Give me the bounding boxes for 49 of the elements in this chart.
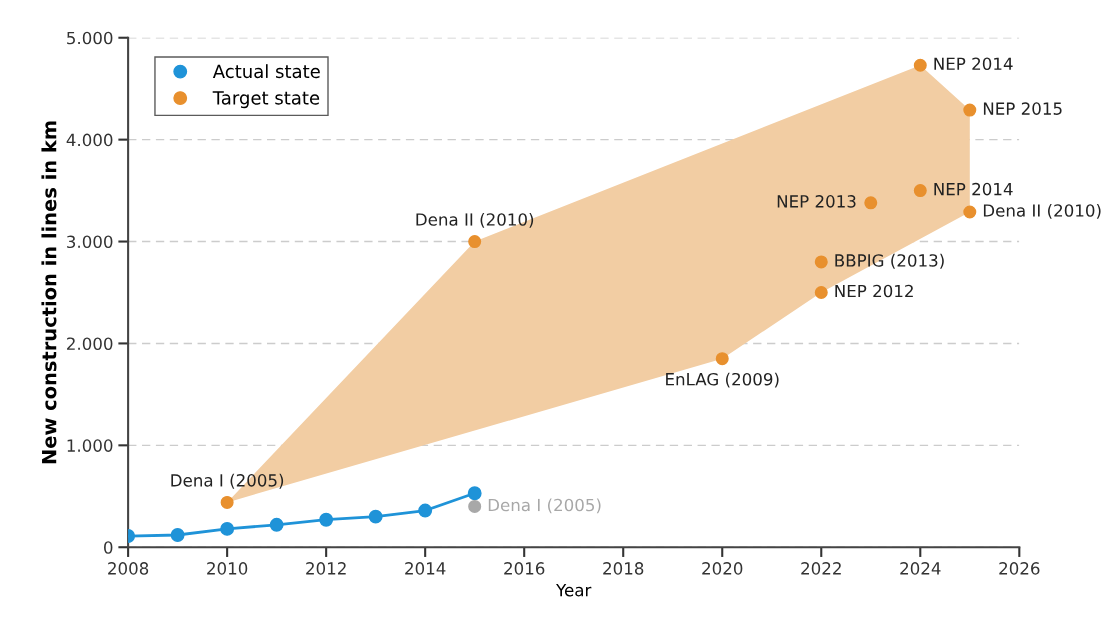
point xyxy=(913,58,927,72)
point xyxy=(467,486,482,501)
legend-label: Actual state xyxy=(212,64,320,79)
annotation: NEP 2012 xyxy=(835,284,913,298)
x-tick-label: 2018 xyxy=(603,562,644,575)
point xyxy=(963,103,977,117)
point xyxy=(468,235,482,249)
legend-label: Target state xyxy=(212,91,320,109)
point xyxy=(418,503,433,518)
point xyxy=(814,285,828,299)
point xyxy=(864,196,878,210)
point xyxy=(269,517,284,532)
point xyxy=(715,352,729,366)
point xyxy=(220,521,235,536)
x-tick-label: 2008 xyxy=(108,562,149,575)
annotation: Dena I (2005) xyxy=(488,498,601,514)
y-tick-label: 1.000 xyxy=(67,439,113,452)
annotation: NEP 2015 xyxy=(983,102,1062,115)
x-tick-label: 2012 xyxy=(306,562,346,575)
x-tick-label: 2024 xyxy=(900,562,941,575)
x-tick-label: 2022 xyxy=(801,562,841,575)
y-axis-title: New construction in lines in km xyxy=(41,121,57,464)
y-tick-label: 5.000 xyxy=(67,31,113,45)
y-tick-label: 0 xyxy=(104,541,113,554)
annotation: NEP 2014 xyxy=(934,57,1013,71)
point xyxy=(170,528,185,542)
x-tick-label: 2020 xyxy=(702,562,743,575)
point xyxy=(468,499,482,513)
y-tick-label: 4.000 xyxy=(66,133,113,147)
annotation: Dena II (2010) xyxy=(983,203,1101,219)
point xyxy=(368,509,383,524)
y-tick-label: 2.000 xyxy=(67,337,113,350)
x-tick-label: 2010 xyxy=(207,562,248,575)
x-tick-label: 2016 xyxy=(504,562,545,575)
annotation: Dena I (2005) xyxy=(171,473,284,489)
annotation: NEP 2014 xyxy=(934,182,1013,196)
x-tick-label: 2026 xyxy=(999,562,1040,575)
annotation: EnLAG (2009) xyxy=(666,372,779,388)
y-tick-label: 3.000 xyxy=(67,235,113,249)
annotation: BBPIG (2013) xyxy=(835,253,944,269)
annotation: Dena II (2010) xyxy=(416,212,534,228)
point xyxy=(220,495,234,509)
x-axis-title: Year xyxy=(556,584,592,597)
point xyxy=(913,184,927,198)
point xyxy=(814,255,828,269)
x-tick-label: 2014 xyxy=(405,562,446,575)
annotation: NEP 2013 xyxy=(777,195,856,208)
point xyxy=(963,205,977,219)
point xyxy=(319,512,334,527)
